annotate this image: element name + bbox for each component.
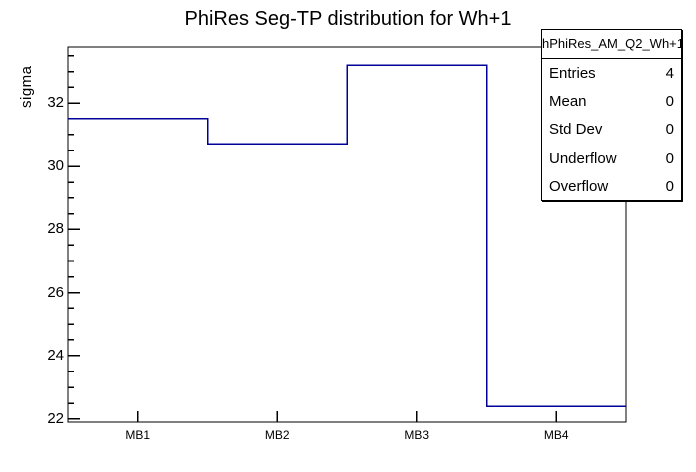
stats-label: Overflow (549, 178, 609, 196)
stats-value: 0 (665, 93, 674, 111)
stats-label: Mean (549, 93, 587, 111)
stats-row-underflow: Underflow 0 (542, 144, 681, 172)
x-tick-label: MB1 (125, 428, 151, 442)
stats-row-stddev: Std Dev 0 (542, 116, 681, 144)
stats-value: 0 (665, 149, 674, 167)
stats-row-entries: Entries 4 (542, 59, 681, 87)
chart-title: PhiRes Seg-TP distribution for Wh+1 (184, 8, 512, 30)
stats-value: 4 (665, 64, 674, 82)
stats-label: Entries (549, 64, 596, 82)
y-tick-label: 26 (47, 283, 64, 301)
y-tick-label: 24 (47, 346, 64, 364)
stats-box-title: hPhiRes_AM_Q2_Wh+1 (542, 30, 681, 59)
stats-value: 0 (665, 178, 674, 196)
stats-row-mean: Mean 0 (542, 87, 681, 115)
y-tick-label: 32 (47, 94, 64, 112)
stats-row-overflow: Overflow 0 (542, 173, 681, 201)
y-tick-label: 22 (47, 409, 64, 427)
plot-frame (67, 46, 627, 423)
x-tick-label: MB3 (404, 428, 430, 442)
stats-label: Std Dev (549, 121, 603, 139)
x-tick-label: MB2 (264, 428, 290, 442)
stats-label: Underflow (549, 149, 617, 167)
x-tick-label: MB4 (543, 428, 569, 442)
stats-box: hPhiRes_AM_Q2_Wh+1 Entries 4 Mean 0 Std … (541, 29, 682, 201)
histogram-step-line (68, 64, 626, 407)
stats-value: 0 (665, 121, 674, 139)
y-tick-label: 28 (47, 220, 64, 238)
y-tick-label: 30 (47, 157, 64, 175)
